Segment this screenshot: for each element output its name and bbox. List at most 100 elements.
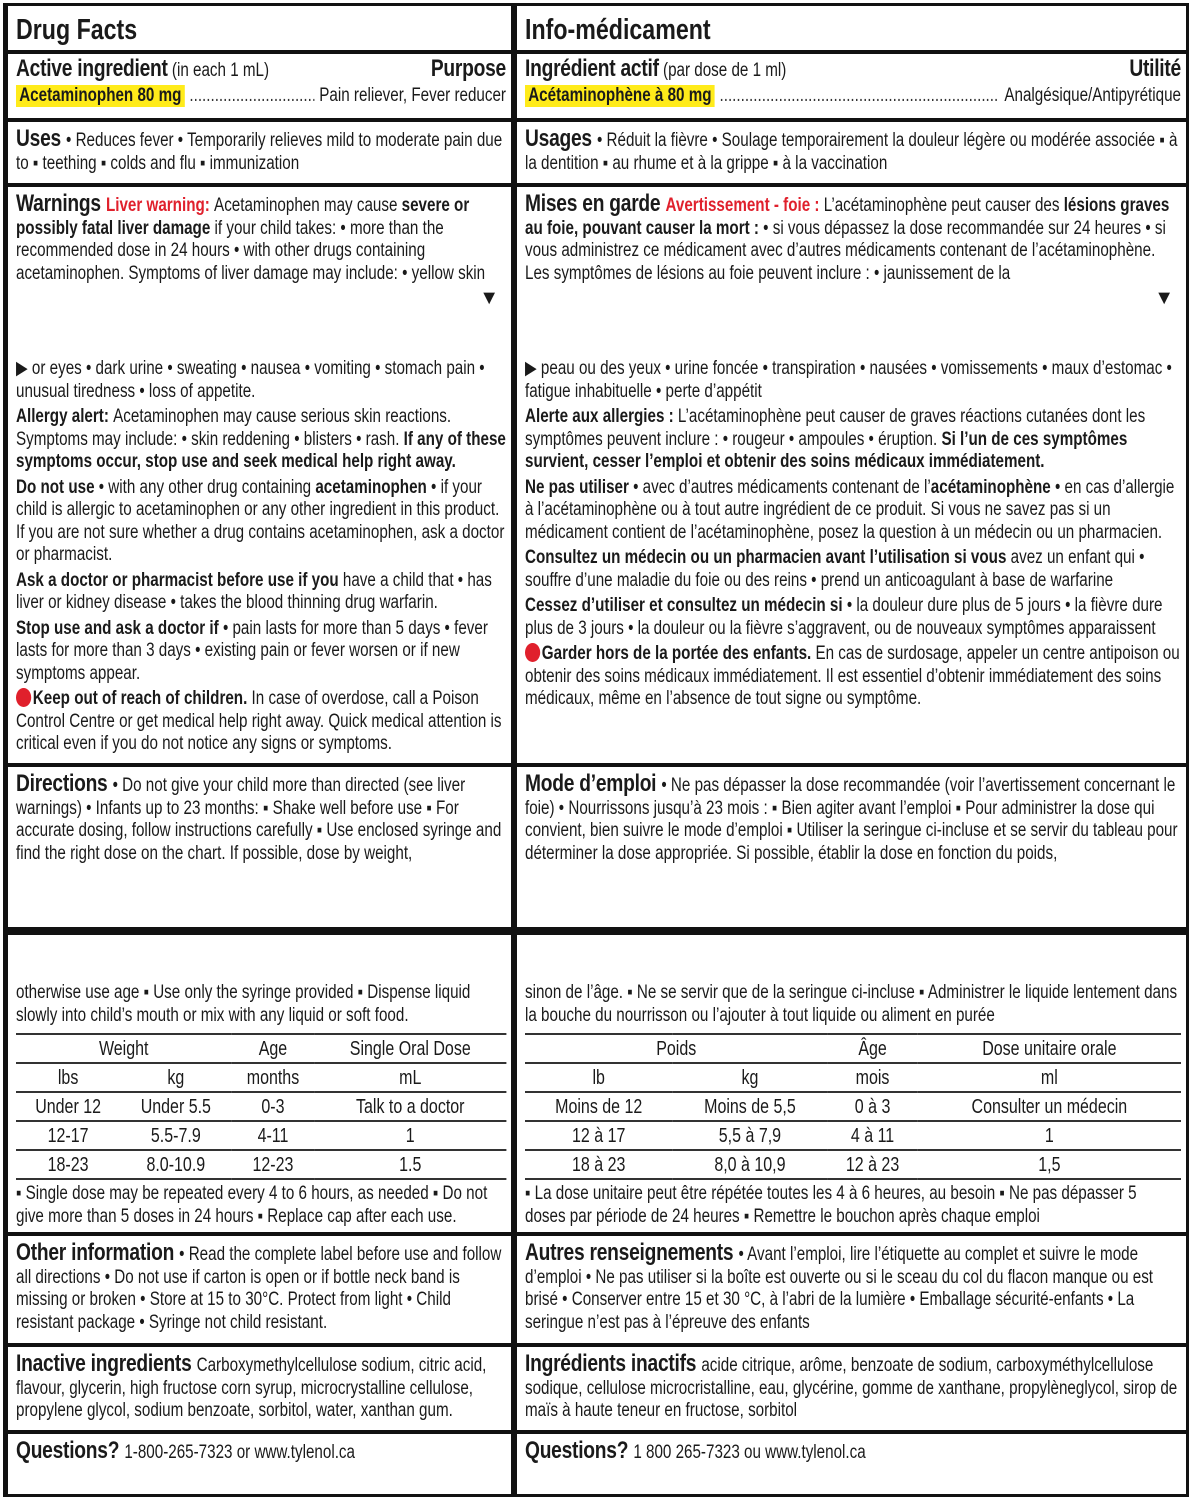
table-cell: 12-23 bbox=[231, 1149, 315, 1180]
table-cell: Moins de 12 bbox=[525, 1091, 673, 1121]
dotted-leader: ........................................… bbox=[719, 84, 1000, 106]
continue-down-arrow-icon: ▼ bbox=[479, 287, 499, 309]
active-ingredient-row: Acetaminophen 80 mg.....................… bbox=[16, 84, 506, 107]
inactive-ingredients-section: Ingrédients inactifs acide citrique, arô… bbox=[517, 1347, 1186, 1430]
text-segment: • Read the complete label before use and… bbox=[16, 1244, 502, 1333]
title-section: Drug Facts bbox=[8, 6, 511, 50]
directions-section: Directions • Do not give your child more… bbox=[8, 767, 511, 927]
table-cell: 18-23 bbox=[16, 1149, 121, 1180]
text-segment: • Ne pas dépasser la dose recommandée (v… bbox=[525, 775, 1178, 864]
other-information-text: Other information • Read the complete la… bbox=[16, 1239, 506, 1334]
bold-text: Keep out of reach of children. bbox=[32, 688, 248, 709]
uses-section-content: Uses • Reduces fever • Temporarily relie… bbox=[16, 127, 506, 178]
ingredient-name: Acetaminophen 80 mg bbox=[16, 84, 185, 107]
table-cell: 5.5-7.9 bbox=[120, 1120, 232, 1150]
active-header-row: Ingrédient actif (par dose de 1 ml) Utili… bbox=[525, 55, 1181, 83]
table-unit-cell: ml bbox=[917, 1062, 1181, 1092]
continue-down-arrow-icon: ▼ bbox=[1154, 287, 1174, 309]
warning-paragraph: Keep out of reach of children. In case o… bbox=[16, 688, 506, 756]
table-cell: 4 à 11 bbox=[827, 1120, 918, 1150]
text-segment: L’acétaminophène peut causer des bbox=[823, 195, 1064, 216]
questions-section: Questions? 1 800 265-7323 ou www.tylenol… bbox=[517, 1434, 1186, 1494]
section-heading: Other information bbox=[16, 1239, 180, 1266]
text-segment: • la douleur dure plus de 5 jours • la f… bbox=[525, 595, 1163, 639]
panel-title: Info-médicament bbox=[525, 14, 711, 46]
inactive-ingredients-section-content: Ingrédients inactifs acide citrique, arô… bbox=[525, 1350, 1181, 1426]
active-header-row: Active ingredient (in each 1 mL) Purpose bbox=[16, 55, 506, 83]
table-cell: 12 à 17 bbox=[525, 1120, 673, 1150]
warnings-continued: ▶ peau ou des yeux • urine foncée • tran… bbox=[525, 358, 1181, 714]
dosing-table: Weight Age Single Oral Dose lbs kg months mL Un… bbox=[16, 1033, 506, 1180]
text-segment: Acetaminophen may cause bbox=[214, 195, 402, 216]
text-segment: In case of overdose, call a Poison Contr… bbox=[16, 688, 502, 754]
warnings-section: Warnings Liver warning: Acetaminophen ma… bbox=[8, 187, 511, 763]
table-unit-cell: lb bbox=[525, 1062, 673, 1092]
table-cell: Talk to a doctor bbox=[314, 1091, 506, 1121]
table-cell: 8.0-10.9 bbox=[120, 1149, 232, 1180]
table-cell: 4-11 bbox=[231, 1120, 315, 1150]
text-segment: ▪ Single dose may be repeated every 4 to… bbox=[16, 1183, 488, 1227]
uses-text: Uses • Reduces fever • Temporarily relie… bbox=[16, 127, 506, 175]
text-segment: • pain lasts for more than 5 days • feve… bbox=[16, 617, 488, 684]
warning-paragraph: Ask a doctor or pharmacist before use if… bbox=[16, 570, 506, 615]
bold-text: Garder hors de la portée des enfants. bbox=[541, 643, 812, 664]
warning-paragraph: ▶ peau ou des yeux • urine foncée • tran… bbox=[525, 358, 1181, 403]
table-cell: Consulter un médecin bbox=[917, 1091, 1181, 1121]
table-units-row: lb kg mois ml bbox=[525, 1062, 1181, 1092]
text-segment: otherwise use age ▪ Use only the syringe… bbox=[16, 982, 471, 1026]
active-ingredient-row: Acétaminophène à 80 mg..................… bbox=[525, 84, 1181, 107]
warnings-section-content: Mises en garde Avertissement - foie : L’… bbox=[525, 192, 1181, 288]
dosing-table-body: Weight Age Single Oral Dose lbs kg months mL Un… bbox=[16, 1033, 506, 1180]
section-heading: Ingrédients inactifs bbox=[525, 1350, 702, 1377]
active-ingredient-section-content: Ingrédient actif (par dose de 1 ml) Utili… bbox=[525, 55, 1181, 107]
questions-section-content: Questions? 1-800-265-7323 or www.tylenol… bbox=[16, 1439, 506, 1468]
table-unit-cell: months bbox=[231, 1062, 315, 1092]
text-segment: L’acétaminophène peut causer de graves r… bbox=[525, 406, 1146, 450]
other-information-section-content: Other information • Read the complete la… bbox=[16, 1239, 506, 1337]
table-header-cell: Single Oral Dose bbox=[314, 1033, 506, 1063]
section-heading: Autres renseignements bbox=[525, 1239, 739, 1266]
table-units-row: lbs kg months mL bbox=[16, 1062, 506, 1092]
table-header-cell: Âge bbox=[827, 1033, 918, 1063]
active-ingredient-heading: Ingrédient actif (par dose de 1 ml) bbox=[525, 55, 786, 83]
text-segment: ▪ La dose unitaire peut être répétée tou… bbox=[525, 1183, 1137, 1227]
bold-text: Consultez un médecin ou un pharmacien av… bbox=[525, 547, 1007, 568]
directions-section-content: Mode d’emploi • Ne pas dépasser la dose … bbox=[525, 772, 1181, 868]
table-cell: 1,5 bbox=[917, 1149, 1181, 1180]
other-information-section: Autres renseignements • Avant l’emploi, … bbox=[517, 1236, 1186, 1343]
table-header-cell: Poids bbox=[525, 1033, 828, 1063]
dosing-table: Poids Âge Dose unitaire orale lb kg mois ml Moi… bbox=[525, 1033, 1181, 1180]
bold-text: Si l’un de ces symptômes survient, cesse… bbox=[525, 428, 1128, 473]
section-heading: Warnings bbox=[16, 190, 106, 217]
text-segment: have a child that • has liver or kidney … bbox=[16, 569, 492, 614]
table-cell: 12 à 23 bbox=[827, 1149, 918, 1180]
inactive-ingredients-text: Ingrédients inactifs acide citrique, arô… bbox=[525, 1350, 1181, 1423]
active-ingredient-section: Active ingredient (in each 1 mL) Purpose A… bbox=[8, 54, 511, 118]
inactive-ingredients-text: Inactive ingredients Carboxymethylcellul… bbox=[16, 1350, 506, 1423]
section-heading: Inactive ingredients bbox=[16, 1350, 197, 1377]
title-section-content: Info-médicament bbox=[525, 10, 1181, 50]
text-segment: ▶ peau ou des yeux • urine foncée • tran… bbox=[525, 358, 1172, 402]
dosing-section-content: sinon de l’âge. ▪ Ne se servir que de la… bbox=[525, 982, 1181, 1231]
text-segment: Carboxymethylcellulose sodium, citric ac… bbox=[16, 1355, 487, 1421]
active-label: Ingrédient actif bbox=[525, 55, 659, 82]
text-segment: • with any other drug containing bbox=[98, 476, 316, 498]
active-label-note: (in each 1 mL) bbox=[167, 60, 270, 81]
table-unit-cell: lbs bbox=[16, 1062, 121, 1092]
table-header-row: Weight Age Single Oral Dose bbox=[16, 1033, 506, 1063]
uses-section-content: Usages • Réduit la fièvre • Soulage temp… bbox=[525, 127, 1181, 178]
bold-text: severe or possibly fatal liver damage bbox=[16, 195, 470, 239]
text-segment: • Réduit la fièvre • Soulage temporairem… bbox=[525, 130, 1178, 174]
inactive-ingredients-section-content: Inactive ingredients Carboxymethylcellul… bbox=[16, 1350, 506, 1426]
text-segment: if your child takes: • more than the rec… bbox=[16, 217, 486, 284]
bold-text: Allergy alert: bbox=[16, 406, 114, 427]
table-row: 12-17 5.5-7.9 4-11 1 bbox=[16, 1120, 506, 1150]
purpose-heading: Purpose bbox=[430, 55, 506, 82]
warning-paragraph: ▶ or eyes • dark urine • sweating • naus… bbox=[16, 358, 506, 403]
text-segment: • Avant l’emploi, lire l’étiquette au co… bbox=[525, 1244, 1154, 1333]
warning-paragraph: Do not use • with any other drug contain… bbox=[16, 477, 506, 567]
other-information-text: Autres renseignements • Avant l’emploi, … bbox=[525, 1239, 1181, 1334]
ingredient-purpose: Analgésique/Antipyrétique bbox=[1004, 84, 1181, 106]
active-ingredient-section: Ingrédient actif (par dose de 1 ml) Utili… bbox=[517, 54, 1186, 118]
directions-continued: sinon de l’âge. ▪ Ne se servir que de la… bbox=[525, 982, 1181, 1027]
